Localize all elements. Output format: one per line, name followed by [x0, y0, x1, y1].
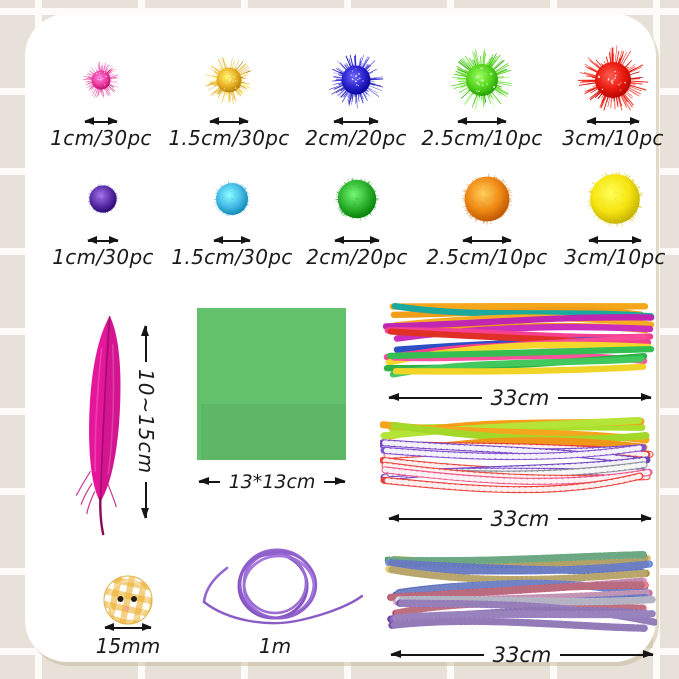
pompom-glitter-green: [450, 48, 514, 112]
arrow-left: [390, 650, 484, 658]
pom-group: 2cm/20pc: [291, 160, 423, 268]
width-arrow: [586, 117, 640, 125]
pom-group: 2.5cm/10pc: [416, 41, 548, 149]
pom-group: 1cm/30pc: [37, 160, 169, 268]
pipe-cleaner-bundle-striped: [379, 411, 654, 506]
cord-coil: [202, 548, 364, 625]
pom-group: 3cm/10pc: [549, 160, 679, 268]
pompom-glitter-gold: [204, 55, 254, 105]
width-arrow: [334, 236, 380, 244]
arrow-left: [388, 514, 482, 522]
width-arrow: [588, 236, 642, 244]
gingham-button: [103, 575, 153, 625]
pipe-cleaner-bundle-smooth: [382, 295, 655, 387]
pom-group: 2cm/20pc: [290, 41, 422, 149]
paper-size-label: 13*13cm: [228, 471, 316, 493]
size-label: 3cm/10pc: [562, 126, 664, 150]
cord-length-label: 1m: [258, 634, 292, 658]
bundle2-length-label: 33cm: [490, 507, 550, 531]
width-arrow: [333, 117, 379, 125]
card: 1cm/30pc 1.5cm/30pc 2cm/20pc 2.5cm/10pc …: [25, 14, 665, 667]
arrow-down: [141, 481, 149, 520]
size-label: 1.5cm/30pc: [171, 245, 293, 269]
width-arrow: [462, 236, 512, 244]
arrow-right: [324, 477, 346, 485]
pom-group: 2.5cm/10pc: [421, 160, 553, 268]
width-arrow: [87, 236, 119, 244]
arrow-right: [560, 650, 654, 658]
feather-height-label: 10~15cm: [134, 369, 158, 475]
arrow-right: [558, 393, 652, 401]
bundle3-length-label: 33cm: [492, 643, 552, 667]
size-label: 3cm/10pc: [564, 245, 666, 269]
button-size-label: 15mm: [95, 634, 161, 658]
size-label: 2cm/20pc: [305, 126, 407, 150]
pompom-purple: [86, 182, 120, 216]
size-label: 2cm/20pc: [306, 245, 408, 269]
arrow-right: [558, 514, 652, 522]
bundle1-length-measure: 33cm: [388, 385, 652, 411]
width-arrow: [457, 117, 507, 125]
pom-group: 1cm/30pc: [35, 41, 167, 149]
pompom-glitter-pink: [82, 61, 120, 99]
pompom-orange: [459, 171, 515, 227]
pompom-glitter-blue: [327, 51, 385, 109]
feather-height-measure: 10~15cm: [129, 324, 163, 520]
pompom-glitter-red: [577, 44, 649, 116]
pom-group: 1.5cm/30pc: [163, 41, 295, 149]
size-label: 1cm/30pc: [50, 126, 152, 150]
pom-group: 1.5cm/30pc: [166, 160, 298, 268]
bundle1-length-label: 33cm: [490, 386, 550, 410]
paper-size-measure: 13*13cm: [198, 469, 346, 495]
size-label: 1.5cm/30pc: [168, 126, 290, 150]
pompom-yellow: [584, 168, 646, 230]
size-label: 1cm/30pc: [52, 245, 154, 269]
pipe-cleaner-bundle-tinsel: [384, 548, 658, 638]
arrow-left: [198, 477, 220, 485]
width-arrow: [213, 236, 251, 244]
button-width-arrow: [104, 623, 152, 631]
arrow-up: [141, 324, 149, 363]
bundle3-length-measure: 33cm: [390, 642, 654, 668]
pompom-green: [333, 175, 381, 223]
arrow-left: [388, 393, 482, 401]
width-arrow: [209, 117, 249, 125]
size-label: 2.5cm/10pc: [421, 126, 543, 150]
size-label: 2.5cm/10pc: [426, 245, 548, 269]
width-arrow: [84, 117, 118, 125]
bundle2-length-measure: 33cm: [388, 506, 652, 532]
feather: [75, 316, 121, 536]
craft-paper: [197, 308, 346, 460]
pom-group: 3cm/10pc: [547, 41, 679, 149]
pompom-skyblue: [212, 179, 252, 219]
